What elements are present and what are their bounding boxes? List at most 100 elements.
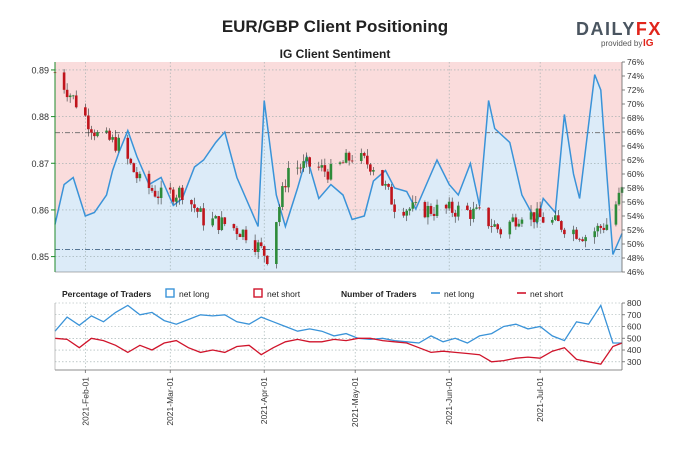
- net-short-count-line: [54, 337, 623, 365]
- price-candle: [605, 218, 609, 231]
- price-candle: [456, 201, 460, 221]
- price-candle: [159, 180, 163, 205]
- price-candle: [362, 151, 366, 159]
- price-candle: [475, 204, 478, 210]
- price-tick-label: 0.88: [31, 112, 49, 122]
- price-candle: [575, 227, 578, 240]
- legend-pct-net-short: net short: [267, 289, 301, 299]
- price-candle: [105, 127, 108, 134]
- price-candle: [535, 202, 539, 228]
- price-candle: [117, 134, 120, 153]
- legend-pct-net-short-swatch: [253, 288, 263, 298]
- price-candle: [220, 211, 224, 232]
- price-candle: [171, 187, 175, 205]
- price-candle: [84, 103, 87, 117]
- price-candle: [174, 194, 178, 207]
- legend-pct-title: Percentage of Traders: [62, 289, 152, 299]
- dailyfx-logo: DAILYFX provided by IG: [576, 19, 662, 49]
- price-candle: [478, 204, 481, 210]
- price-candle: [414, 196, 418, 206]
- price-candle: [135, 167, 139, 183]
- price-candle: [593, 227, 597, 244]
- price-candle: [447, 197, 451, 211]
- price-candle: [132, 162, 136, 173]
- legend-pct-net-long-swatch: [165, 288, 175, 298]
- price-candle: [129, 157, 133, 165]
- price-candle: [302, 154, 305, 173]
- price-candle: [156, 190, 160, 205]
- price-candle: [450, 197, 454, 218]
- price-candle: [517, 219, 521, 228]
- bottom-grid: [55, 302, 622, 370]
- price-candle: [138, 171, 142, 182]
- price-candle: [487, 207, 490, 229]
- price-candle: [238, 232, 242, 238]
- price-candle: [426, 201, 430, 225]
- price-candle: [96, 130, 99, 138]
- price-candle: [168, 182, 172, 194]
- price-candle: [275, 221, 278, 269]
- price-candle: [62, 69, 66, 94]
- price-candle: [326, 168, 330, 184]
- pct-tick-label: 56%: [627, 197, 644, 207]
- price-candle: [453, 209, 457, 223]
- price-candle: [196, 207, 199, 218]
- price-tick-label: 0.85: [31, 252, 49, 262]
- legend-count-title: Number of Traders: [341, 289, 417, 299]
- price-candle: [93, 129, 96, 141]
- top-grid: [55, 62, 622, 272]
- price-candle: [71, 94, 75, 100]
- net-long-pct-line: [54, 74, 623, 255]
- price-candle: [408, 207, 412, 216]
- price-candle: [87, 108, 90, 137]
- price-candle: [602, 223, 606, 234]
- price-candle: [190, 199, 193, 212]
- price-tick-label: 0.89: [31, 65, 49, 75]
- price-candle: [284, 179, 287, 193]
- price-candle: [444, 203, 448, 214]
- price-candle: [381, 169, 384, 187]
- price-candle: [147, 170, 151, 195]
- price-candle: [296, 160, 299, 175]
- count-tick-label: 700: [627, 310, 641, 320]
- price-candle: [614, 201, 618, 227]
- price-candle: [366, 149, 369, 169]
- date-tick-label: 2021-Feb-01: [80, 377, 90, 426]
- top-axes: 0.89 0.88 0.87 0.86 0.85 76% 74% 72% 70% 68% 66% 64…: [31, 57, 644, 277]
- price-candle: [68, 93, 72, 103]
- date-tick-label: 2021-Jun-01: [444, 377, 454, 425]
- page-title: EUR/GBP Client Positioning: [222, 17, 448, 36]
- price-candle: [496, 223, 499, 233]
- brand-name-daily: DAILY: [576, 19, 636, 39]
- price-candle: [541, 212, 545, 224]
- price-candle: [499, 227, 503, 239]
- price-tick-label: 0.87: [31, 159, 49, 169]
- count-tick-label: 800: [627, 298, 641, 308]
- price-candle: [90, 125, 93, 140]
- price-candle: [511, 213, 515, 223]
- price-candle: [111, 134, 114, 143]
- net-long-fill: [55, 74, 622, 272]
- price-candle: [469, 207, 472, 226]
- price-candle: [299, 163, 302, 174]
- price-candle: [305, 152, 308, 168]
- price-candle: [150, 184, 154, 193]
- price-candle: [520, 217, 524, 227]
- price-candle: [253, 234, 257, 256]
- legend-count-net-short: net short: [530, 289, 564, 299]
- price-candle: [126, 134, 130, 165]
- price-candles: [53, 68, 624, 269]
- brand-name-fx: FX: [636, 19, 662, 39]
- price-tick-label: 0.86: [31, 205, 49, 215]
- pct-tick-label: 64%: [627, 141, 644, 151]
- price-candle: [581, 236, 584, 242]
- pct-tick-label: 72%: [627, 85, 644, 95]
- legend: Percentage of Traders net long net short…: [62, 288, 564, 299]
- sentiment-fill-areas: [55, 62, 622, 272]
- date-tick-label: 2021-May-01: [350, 377, 360, 427]
- price-candle: [411, 195, 415, 212]
- date-tick-label: 2021-Mar-01: [165, 377, 175, 426]
- price-candle: [560, 220, 563, 233]
